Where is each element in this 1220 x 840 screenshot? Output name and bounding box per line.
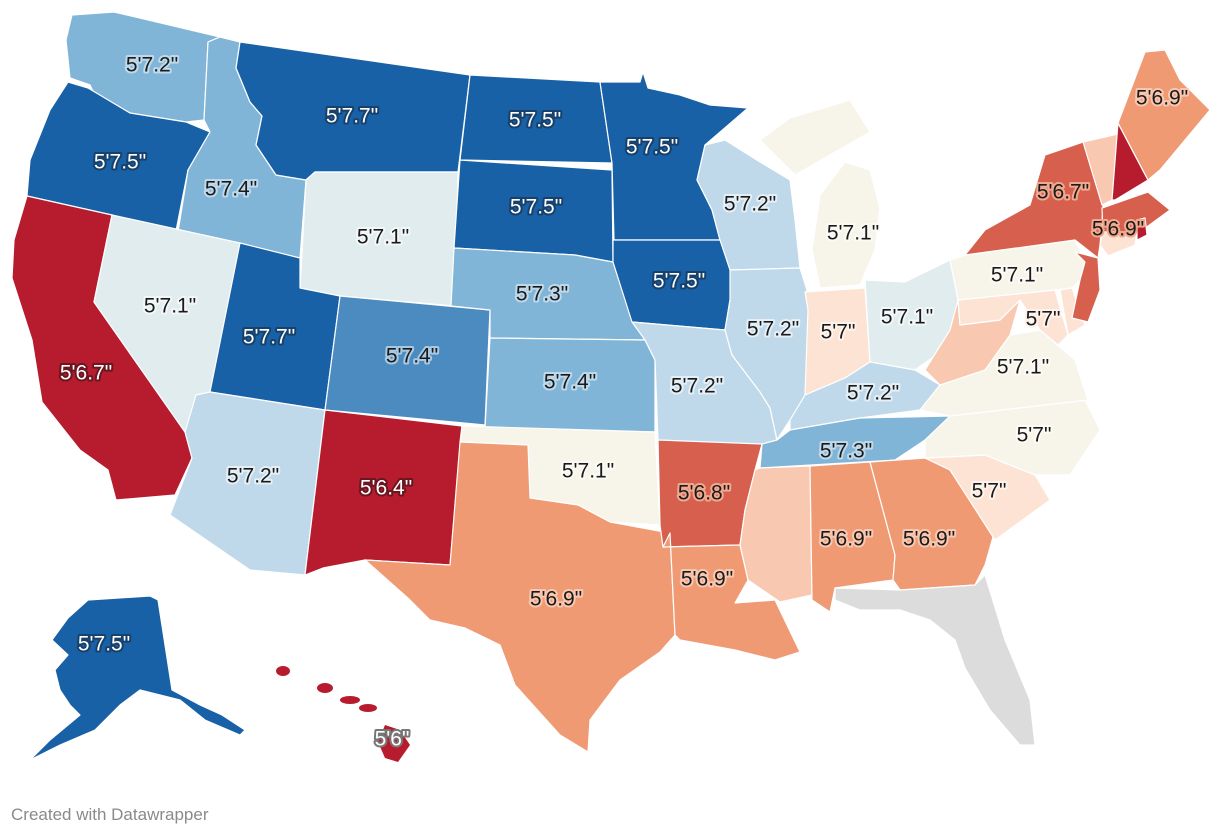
label-massachusetts: 5'6.9" [1092,218,1144,241]
label-arkansas: 5'6.8" [678,482,730,505]
label-nebraska: 5'7.3" [516,283,568,306]
state-alaska[interactable] [29,595,246,761]
label-oklahoma: 5'7.1" [562,460,614,483]
state-connecticut[interactable] [1099,231,1138,257]
state-oregon[interactable] [26,81,211,237]
label-louisiana: 5'6.9" [681,568,733,591]
label-maryland: 5'7" [1026,308,1061,331]
label-michigan: 5'7.1" [827,222,879,245]
label-new-york: 5'6.7" [1037,181,1089,204]
label-utah: 5'7.7" [243,326,295,349]
label-maine: 5'6.9" [1136,87,1188,110]
label-north-carolina: 5'7" [1017,424,1052,447]
label-washington: 5'7.2" [126,54,178,77]
label-kentucky: 5'7.2" [847,382,899,405]
label-missouri: 5'7.2" [671,375,723,398]
label-indiana: 5'7" [821,321,856,344]
label-nevada: 5'7.1" [144,295,196,318]
state-new-jersey[interactable] [1071,251,1101,323]
label-montana: 5'7.7" [326,105,378,128]
state-maryland[interactable] [957,289,1069,346]
label-iowa: 5'7.5" [653,270,705,293]
label-wyoming: 5'7.1" [357,226,409,249]
label-south-dakota: 5'7.5" [510,196,562,219]
label-south-carolina: 5'7" [972,480,1007,503]
state-florida[interactable] [834,574,1036,746]
label-oregon: 5'7.5" [94,151,146,174]
label-alabama: 5'6.9" [820,528,872,551]
label-virginia: 5'7.1" [997,356,1049,379]
label-idaho: 5'7.4" [205,178,257,201]
label-ohio: 5'7.1" [881,306,933,329]
label-north-dakota: 5'7.5" [509,109,561,132]
state-kansas[interactable] [484,337,656,433]
state-north-carolina[interactable] [924,399,1101,476]
state-hawaii[interactable] [276,666,410,762]
label-minnesota: 5'7.5" [626,136,678,159]
label-new-mexico: 5'6.4" [360,477,412,500]
state-labels: 5'7.2" 5'7.5" 5'6.7" 5'7.4" 5'7.1" 5'7.7… [58,52,1190,753]
label-kansas: 5'7.4" [544,371,596,394]
label-pennsylvania: 5'7.1" [991,264,1043,287]
state-mississippi[interactable] [739,465,813,603]
label-colorado: 5'7.4" [386,345,438,368]
map-svg: 5'7.2" 5'7.5" 5'6.7" 5'7.4" 5'7.1" 5'7.7… [11,11,1211,762]
label-wisconsin: 5'7.2" [724,193,776,216]
us-choropleth-map: 5'7.2" 5'7.5" 5'6.7" 5'7.4" 5'7.1" 5'7.7… [11,11,1211,762]
label-arizona: 5'7.2" [227,465,279,488]
label-california: 5'6.7" [60,362,112,385]
datawrapper-credit[interactable]: Created with Datawrapper [11,805,209,824]
state-maine[interactable] [1117,49,1211,181]
label-illinois: 5'7.2" [747,318,799,341]
label-alaska: 5'7.5" [78,633,130,656]
state-rhode-island[interactable] [1136,217,1148,241]
label-georgia: 5'6.9" [903,528,955,551]
state-massachusetts[interactable] [1101,191,1171,233]
label-tennessee: 5'7.3" [820,440,872,463]
label-hawaii: 5'6" [375,728,410,751]
state-texas[interactable] [364,441,676,753]
label-texas: 5'6.9" [530,588,582,611]
state-michigan[interactable] [759,99,881,289]
